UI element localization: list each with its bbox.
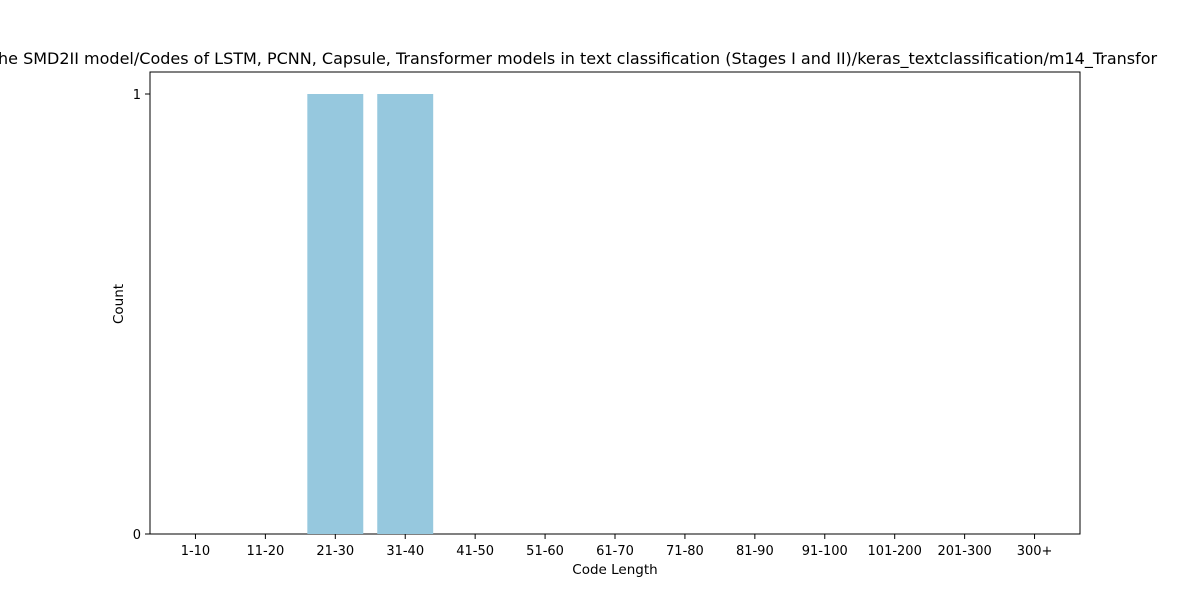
x-tick-label: 91-100 [802, 544, 848, 559]
x-tick-label: 21-30 [316, 544, 354, 559]
bar-31-40 [377, 94, 434, 534]
x-tick-label: 81-90 [736, 544, 774, 559]
y-axis-ticks: 01 [133, 88, 150, 543]
bars-group [307, 94, 434, 534]
y-tick-label: 1 [133, 88, 141, 103]
x-axis-ticks: 1-10 11-20 21-30 31-40 41-50 51-60 61-70 71-80 8… [181, 534, 1053, 559]
x-tick-label: 41-50 [456, 544, 494, 559]
x-tick-label: 1-10 [181, 544, 211, 559]
x-tick-label: 11-20 [246, 544, 284, 559]
x-tick-label: 101-200 [868, 544, 922, 559]
x-tick-label: 201-300 [937, 544, 991, 559]
x-tick-label: 51-60 [526, 544, 564, 559]
x-tick-label: 61-70 [596, 544, 634, 559]
x-tick-label: 300+ [1017, 544, 1053, 559]
x-tick-label: 71-80 [666, 544, 704, 559]
y-axis-label: Count [111, 284, 127, 324]
chart-title: he SMD2II model/Codes of LSTM, PCNN, Cap… [0, 49, 1158, 69]
plot-area [149, 71, 1081, 535]
bar-21-30 [307, 94, 364, 534]
x-tick-label: 31-40 [386, 544, 424, 559]
x-axis-label: Code Length [572, 562, 657, 578]
y-tick-label: 0 [133, 528, 141, 543]
